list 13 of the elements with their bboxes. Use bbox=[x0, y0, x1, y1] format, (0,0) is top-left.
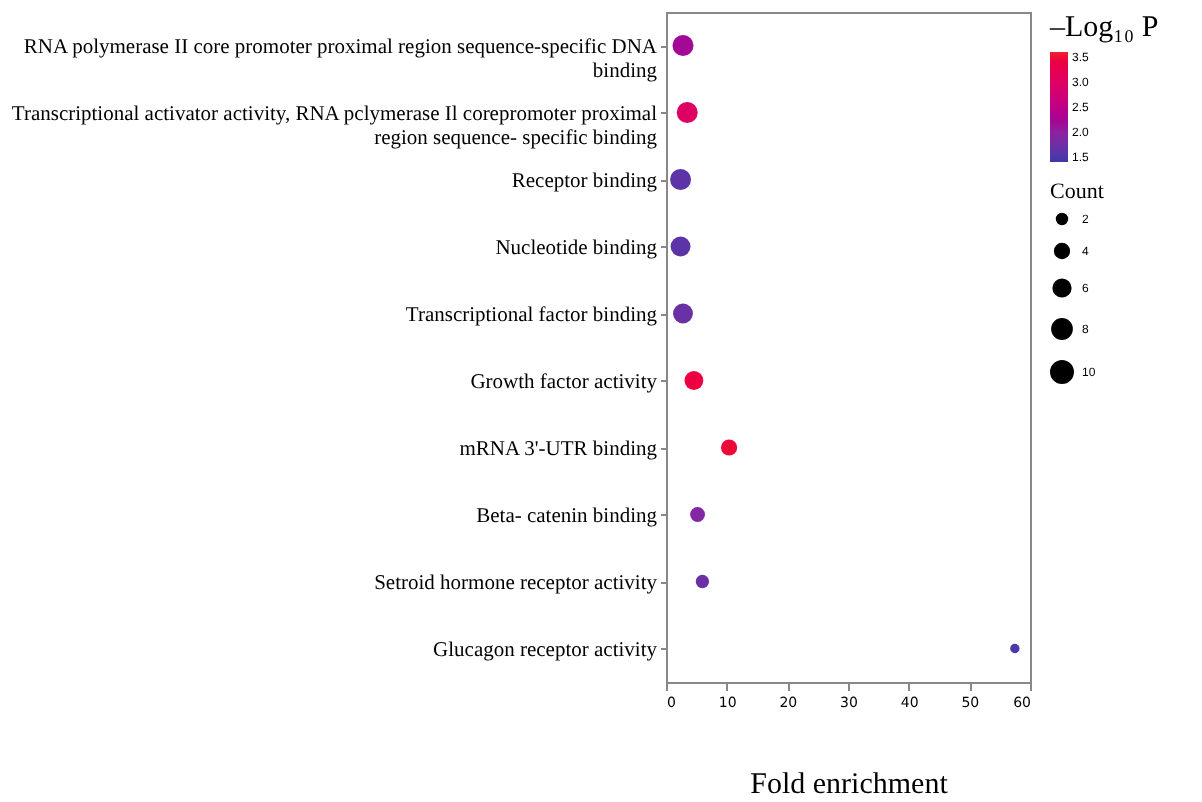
y-tick-label: Nucleotide binding bbox=[495, 237, 659, 260]
y-tick-label: Growth factor activity bbox=[470, 371, 659, 394]
y-tick-label: Transcriptional factor binding bbox=[405, 304, 659, 327]
y-tick-label: Receptor binding bbox=[511, 170, 659, 193]
y-tick-label: Transcriptional activator activity, RNA pclymerase Il corepromoter proximal region sequence- specific binding bbox=[11, 103, 659, 150]
y-tick-label: RNA polymerase II core promoter proximal region sequence-specific DNA binding bbox=[23, 36, 659, 83]
y-tick-label: mRNA 3'-UTR binding bbox=[459, 438, 659, 461]
y-tick-label: Glucagon receptor activity bbox=[433, 639, 659, 662]
x-axis-title: Fold enrichment bbox=[750, 769, 950, 801]
legend-title: Count bbox=[1050, 180, 1104, 204]
color-bar-title: –Log₁₀ P bbox=[1048, 12, 1159, 44]
y-tick-label: Setroid hormone receptor activity bbox=[374, 572, 659, 595]
y-tick-label: Beta- catenin binding bbox=[476, 505, 659, 528]
